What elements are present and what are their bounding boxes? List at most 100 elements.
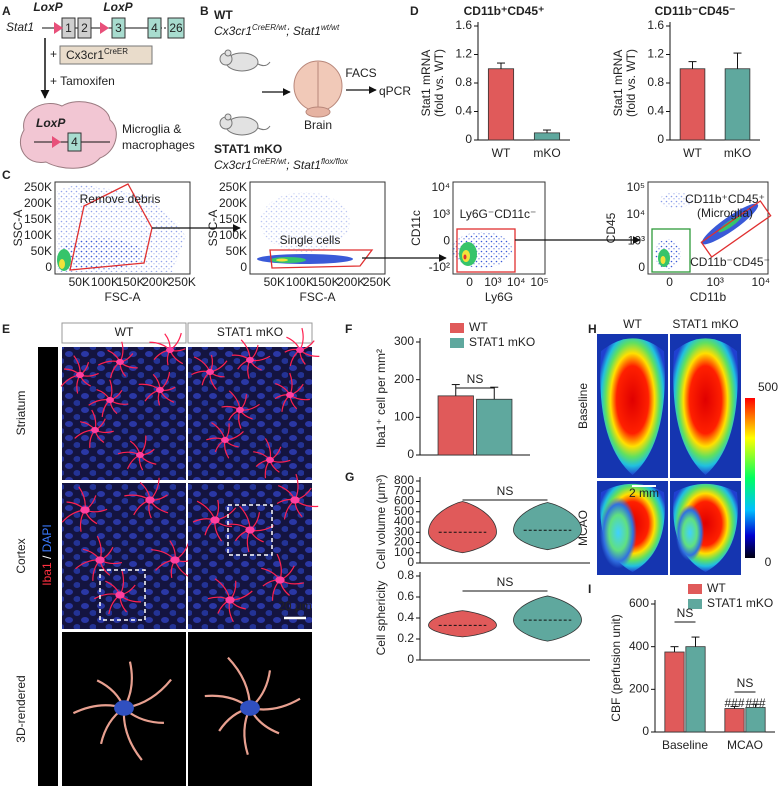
gate-label: Single cells [280,233,341,247]
annotation: NS [677,606,694,620]
microglia-soma [145,496,155,504]
exon-label: 1 [65,21,72,35]
cell-cloud [660,256,666,264]
facs-tick: -10² [429,260,450,274]
microglia-soma [245,526,255,534]
microglia-soma [296,346,304,354]
legend-swatch [450,338,464,348]
column-label: WT [115,325,134,339]
y-tick-label: 300 [394,334,414,348]
microglia-soma [286,391,294,399]
bar [724,68,751,141]
genotype-title: STAT1 mKO [214,142,282,156]
y-tick-label: 100 [394,410,414,424]
microglia-soma [266,456,274,464]
microglia-soma [246,356,254,364]
gate [456,228,516,273]
microglia-soma [275,576,285,584]
y-tick-label: 500 [394,504,414,518]
bar [664,651,685,733]
violin [428,501,497,554]
column-label: STAT1 mKO [217,325,283,339]
y-tick-label: 800 [394,473,414,487]
infarct [675,504,705,561]
y-tick-label: 0.4 [397,610,414,624]
x-tick-label: MCAO [727,738,763,752]
y-axis-label: Cell volume (μm³) [374,475,388,570]
panel-label: E [2,322,10,336]
inset-box [227,504,273,556]
cell-cloud [660,192,692,208]
gate [69,183,153,271]
microglia-soma [80,506,90,514]
y-tick-label: 200 [394,372,414,386]
perfusion-map [600,338,665,475]
exon [77,17,92,39]
genotype-part: ; Stat1 [286,158,321,172]
cell-cloud [59,259,65,269]
facs-xlabel: Ly6G [485,290,513,304]
facs-tick: 0 [666,275,673,289]
facs-tick: 100K [91,275,119,289]
row-label: MCAO [576,510,590,546]
bar [724,708,745,733]
y-axis-label: Iba1⁺ cell per mm² [374,349,388,448]
cell-label: macrophages [122,138,195,152]
exon [167,17,185,39]
microglia-soma [116,358,124,366]
microglia-soma [240,700,260,716]
stain-bar [38,347,58,786]
y-tick-label: 100 [394,545,414,559]
facs-tick: 100K [24,228,52,242]
panel-label: H [588,322,597,336]
exon-label: 2 [81,21,88,35]
microglia-soma [210,516,220,524]
brain-label: Brain [304,118,332,132]
facs-tick: 150K [312,275,340,289]
y-tick-label: 0 [465,132,472,146]
colorbar [745,398,755,558]
bar [685,646,706,733]
x-tick-label: Baseline [662,738,708,752]
y-tick-label: 0.8 [647,75,664,89]
annotation: NS [467,372,484,386]
cell-cloud [718,215,742,233]
gate-label: Remove debris [80,192,161,206]
y-tick-label: 0.4 [455,104,472,118]
colorbar-label: 0 [765,555,772,569]
bar [487,68,515,141]
y-tick-label: 0 [407,447,414,461]
facs-tick: 150K [219,212,247,226]
facs-tick: 10⁴ [507,275,526,289]
gate-label: CD11b⁻CD45⁻ [690,255,770,269]
panel-label: I [588,582,591,596]
microglia-soma [225,596,235,604]
facs-xlabel: FSC-A [300,290,336,304]
gate [651,228,691,273]
facs-tick: 10³ [433,207,450,221]
gate [700,200,772,258]
microglia-soma [91,426,99,434]
panel-label: C [2,168,11,182]
y-tick-label: 0 [657,132,664,146]
mouse-tail [257,61,271,67]
facs-tick: 0 [443,234,450,248]
facs-tick: 200K [142,275,170,289]
bar [476,398,513,456]
cre-label: Cx3cr1CreER [66,47,128,63]
gate [269,249,374,269]
annotation: NS [497,575,514,589]
facs-tick: 100K [286,275,314,289]
legend-label: STAT1 mKO [469,335,535,349]
perfusion-map [673,338,738,475]
facs-tick: 100K [219,228,247,242]
column-label: WT [623,317,642,331]
y-tick-label: 1.6 [647,18,664,32]
panel-label: D [410,4,419,18]
microglia-soma [76,371,84,379]
x-tick-label: WT [683,146,702,160]
column-header [61,322,187,344]
mouse-tail [257,125,271,131]
y-axis-label: Stat1 mRNA [611,50,625,117]
genotype-part: Cx3cr1 [214,158,252,172]
